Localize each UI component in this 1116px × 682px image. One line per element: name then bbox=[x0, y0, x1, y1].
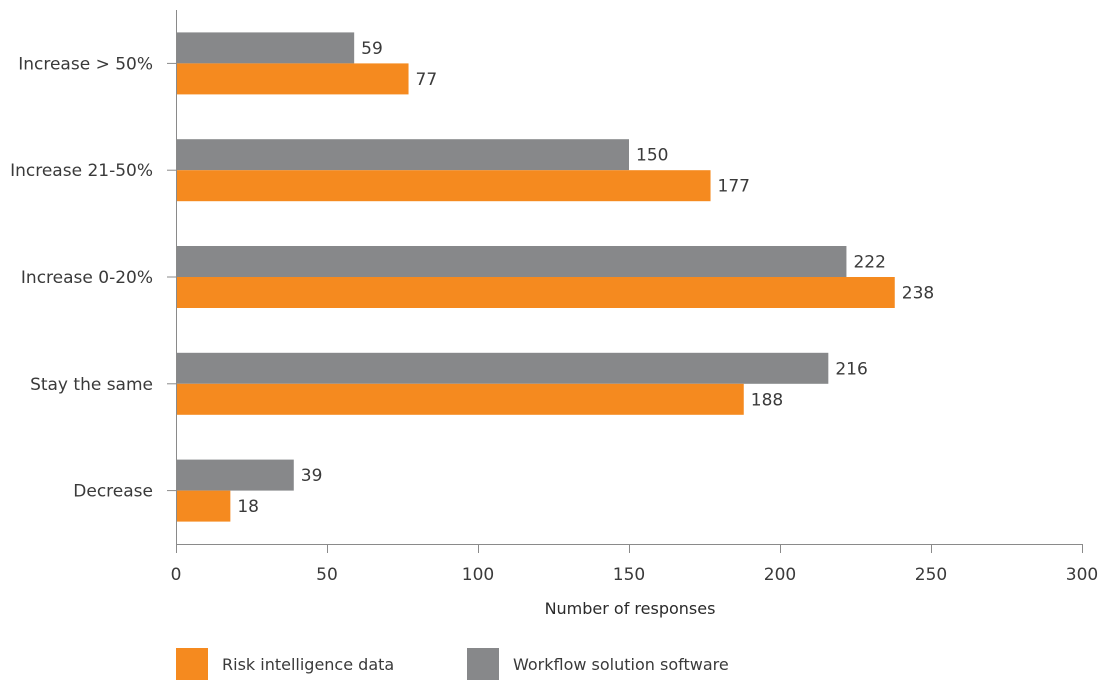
category-label-2: Increase 0-20% bbox=[21, 268, 153, 288]
value-label-risk-4: 18 bbox=[237, 497, 259, 517]
value-labels-layer: 59 77 150 177 222 238 216 188 39 18 bbox=[237, 39, 934, 517]
bar-workflow-3 bbox=[176, 352, 829, 384]
bar-workflow-4 bbox=[176, 459, 294, 491]
legend-swatch-0 bbox=[176, 648, 208, 680]
bar-risk-3 bbox=[176, 383, 744, 415]
x-tick-label-6: 300 bbox=[1066, 565, 1098, 585]
bar-risk-0 bbox=[176, 63, 409, 95]
value-label-risk-1: 177 bbox=[718, 177, 750, 197]
legend-label-1: Workflow solution software bbox=[513, 655, 729, 674]
value-label-workflow-4: 39 bbox=[301, 466, 323, 486]
bar-workflow-2 bbox=[176, 246, 847, 277]
value-label-workflow-1: 150 bbox=[636, 146, 668, 166]
value-label-risk-2: 238 bbox=[902, 284, 934, 304]
legend-swatch-1 bbox=[467, 648, 499, 680]
value-label-risk-0: 77 bbox=[416, 70, 438, 90]
value-label-workflow-3: 216 bbox=[835, 359, 867, 379]
category-label-1: Increase 21-50% bbox=[10, 161, 153, 181]
axes-layer: Increase > 50% Increase 21-50% Increase 0-… bbox=[10, 10, 1098, 585]
x-tick-label-3: 150 bbox=[613, 565, 645, 585]
x-tick-label-5: 250 bbox=[915, 565, 947, 585]
category-label-0: Increase > 50% bbox=[18, 54, 153, 74]
value-label-risk-3: 188 bbox=[751, 390, 783, 410]
value-label-workflow-0: 59 bbox=[361, 39, 383, 59]
x-tick-label-1: 50 bbox=[316, 565, 338, 585]
legend: Risk intelligence data Workflow solution … bbox=[176, 648, 729, 680]
x-tick-label-0: 0 bbox=[171, 565, 182, 585]
bar-workflow-0 bbox=[176, 32, 355, 64]
category-label-4: Decrease bbox=[73, 482, 153, 502]
bar-risk-1 bbox=[176, 170, 711, 202]
category-label-3: Stay the same bbox=[30, 375, 153, 395]
bar-risk-2 bbox=[176, 277, 895, 308]
x-tick-label-4: 200 bbox=[764, 565, 796, 585]
legend-label-0: Risk intelligence data bbox=[222, 655, 394, 674]
bar-risk-4 bbox=[176, 490, 231, 522]
bar-workflow-1 bbox=[176, 139, 629, 171]
bars-layer bbox=[176, 32, 895, 522]
x-axis-title: Number of responses bbox=[545, 599, 716, 618]
x-tick-label-2: 100 bbox=[462, 565, 494, 585]
value-label-workflow-2: 222 bbox=[853, 253, 885, 273]
